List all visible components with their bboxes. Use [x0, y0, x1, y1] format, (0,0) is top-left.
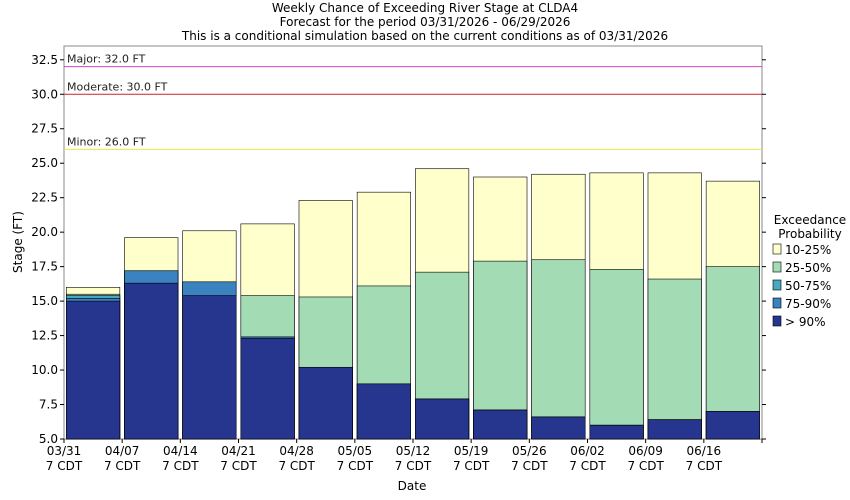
- y-tick-label-2: 10.0: [31, 363, 58, 377]
- x-tick-label-date-6: 05/12: [396, 444, 431, 458]
- bar-10-90: [647, 419, 702, 440]
- legend-swatch-3: [772, 297, 782, 309]
- legend-label-4: > 90%: [785, 315, 826, 329]
- x-tick-label-date-8: 05/26: [512, 444, 547, 458]
- x-tick-label-date-5: 05/05: [338, 444, 373, 458]
- x-tick-label-date-10: 06/09: [628, 444, 663, 458]
- legend-swatch-0: [772, 243, 782, 255]
- bar-1-90: [124, 282, 179, 440]
- legend-swatch-4: [772, 315, 782, 327]
- reference-line-label-2: Minor: 26.0 FT: [67, 135, 146, 148]
- bar-10-25-50: [647, 278, 702, 440]
- bar-11-25-50: [705, 266, 760, 440]
- x-tick-label-date-9: 06/02: [570, 444, 605, 458]
- y-tick-label-6: 20.0: [31, 225, 58, 239]
- chart-subtitle-period: Forecast for the period 03/31/2026 - 06/…: [280, 15, 571, 29]
- bars-group: [66, 168, 760, 440]
- x-tick-label-date-2: 04/14: [163, 444, 198, 458]
- x-tick-label-tz-6: 7 CDT: [395, 459, 432, 473]
- chart-subtitle-conditions: This is a conditional simulation based o…: [181, 29, 668, 43]
- x-tick-label-tz-9: 7 CDT: [569, 459, 606, 473]
- legend-label-1: 25-50%: [785, 261, 831, 275]
- legend: Exceedance Probability 10-25% 25-50% 50-75…: [772, 213, 846, 329]
- chart-title: Weekly Chance of Exceeding River Stage a…: [272, 1, 578, 15]
- x-tick-label-tz-2: 7 CDT: [162, 459, 199, 473]
- x-tick-label-date-0: 03/31: [47, 444, 82, 458]
- y-tick-label-7: 22.5: [31, 191, 58, 205]
- y-tick-label-8: 25.0: [31, 156, 58, 170]
- bar-11-90: [705, 411, 760, 440]
- x-tick-label-date-3: 04/21: [221, 444, 256, 458]
- legend-label-2: 50-75%: [785, 279, 831, 293]
- y-axis-title: Stage (FT): [11, 211, 25, 273]
- x-tick-label-date-11: 06/16: [687, 444, 722, 458]
- x-tick-label-tz-10: 7 CDT: [627, 459, 664, 473]
- reference-line-label-1: Moderate: 30.0 FT: [67, 80, 168, 93]
- reference-lines: Major: 32.0 FT Moderate: 30.0 FT Minor: 26…: [64, 53, 762, 150]
- reference-line-label-0: Major: 32.0 FT: [67, 53, 146, 66]
- bar-2-90: [182, 295, 237, 440]
- y-tick-label-9: 27.5: [31, 122, 58, 136]
- y-tick-label-5: 17.5: [31, 260, 58, 274]
- y-tick-label-0: 5.0: [39, 432, 58, 446]
- x-tick-label-date-1: 04/07: [105, 444, 140, 458]
- bar-0-90: [66, 300, 121, 440]
- bar-7-25-50: [473, 260, 528, 440]
- y-tick-label-10: 30.0: [31, 87, 58, 101]
- x-tick-label-tz-5: 7 CDT: [337, 459, 374, 473]
- bar-9-90: [589, 424, 644, 440]
- bar-9-25-50: [589, 269, 644, 440]
- legend-title-line-1: Exceedance: [774, 213, 846, 227]
- x-tick-label-tz-1: 7 CDT: [104, 459, 141, 473]
- legend-label-0: 10-25%: [785, 243, 831, 257]
- x-tick-label-tz-0: 7 CDT: [46, 459, 83, 473]
- x-tick-label-tz-7: 7 CDT: [453, 459, 490, 473]
- plot-area: [63, 45, 763, 440]
- x-tick-label-tz-4: 7 CDT: [278, 459, 315, 473]
- bar-4-90: [298, 366, 353, 440]
- bar-6-90: [415, 398, 470, 440]
- y-tick-label-4: 15.0: [31, 294, 58, 308]
- bar-8-25-50: [531, 259, 586, 440]
- bar-7-90: [473, 409, 528, 440]
- bar-5-90: [356, 383, 411, 440]
- x-tick-label-tz-8: 7 CDT: [511, 459, 548, 473]
- legend-swatch-2: [772, 279, 782, 291]
- y-tick-label-11: 32.5: [31, 53, 58, 67]
- legend-swatch-1: [772, 261, 782, 273]
- x-tick-label-tz-3: 7 CDT: [220, 459, 257, 473]
- y-tick-label-1: 7.5: [39, 398, 58, 412]
- x-tick-label-date-4: 04/28: [279, 444, 314, 458]
- x-tick-label-date-7: 05/19: [454, 444, 489, 458]
- bar-8-90: [531, 416, 586, 440]
- x-tick-label-tz-11: 7 CDT: [686, 459, 723, 473]
- y-tick-label-3: 12.5: [31, 329, 58, 343]
- y-axis: 5.0 7.5 10.0 12.5 15.0 17.5 20.0 22.5 25.0 27.5 30…: [31, 53, 766, 446]
- bar-3-90: [240, 338, 295, 440]
- x-axis-title: Date: [398, 479, 427, 493]
- legend-label-3: 75-90%: [785, 297, 831, 311]
- legend-title-line-2: Probability: [778, 227, 841, 241]
